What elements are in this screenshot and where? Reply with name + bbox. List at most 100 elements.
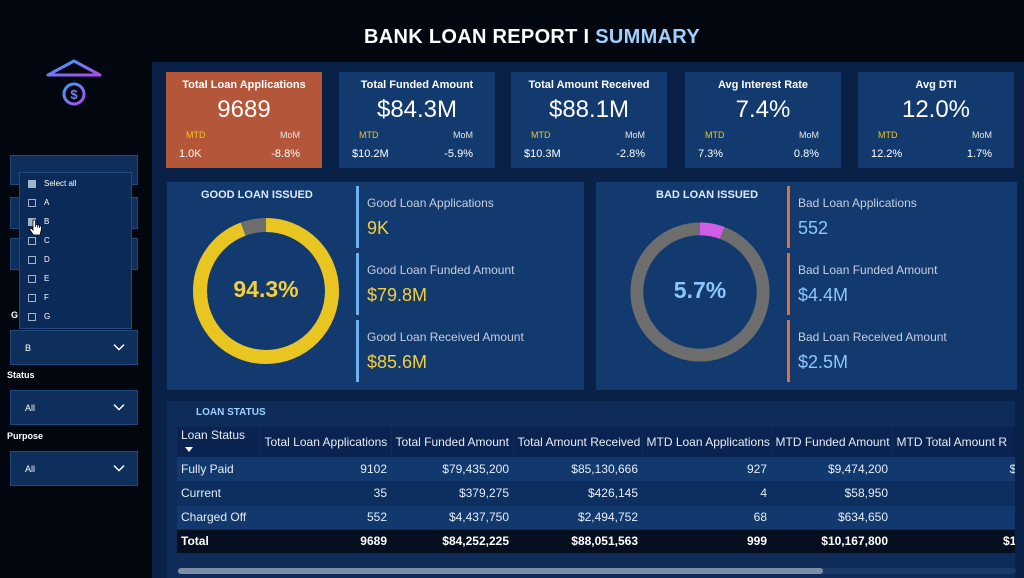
table-cell: 999 — [642, 529, 771, 554]
chevron-down-icon — [113, 343, 125, 351]
metric-value: 552 — [798, 218, 829, 238]
title-main: BANK LOAN REPORT — [364, 26, 578, 48]
kpi-card-avg-interest-rate[interactable]: Avg Interest Rate 7.4% MTD MoM 7.3% 0.8% — [685, 72, 841, 168]
kpi-mtd-value: 7.3% — [698, 148, 724, 160]
kpi-title: Total Amount Received — [528, 79, 650, 91]
dropdown-option-f[interactable]: F — [28, 293, 49, 302]
table-row[interactable]: Charged Off 552 $4,437,750 $2,494,752 68… — [177, 505, 1015, 530]
dropdown-option-c[interactable]: C — [28, 236, 50, 245]
good-loan-applications: Good Loan Applications 9K — [356, 186, 576, 250]
table-cell: 4 — [642, 481, 771, 506]
column-header[interactable]: Loan Status — [177, 427, 261, 457]
good-loan-panel: GOOD LOAN ISSUED 94.3% Good Loan Applica… — [167, 182, 584, 390]
metric-accent-bar — [356, 186, 359, 248]
dropdown-option-d[interactable]: D — [28, 255, 50, 264]
kpi-card-total-applications[interactable]: Total Loan Applications 9689 MTD MoM 1.0… — [166, 72, 322, 168]
table-total-row[interactable]: Total 9689 $84,252,225 $88,051,563 999 $… — [177, 529, 1015, 554]
purpose-select[interactable]: All — [10, 451, 138, 486]
checkbox[interactable] — [28, 293, 36, 302]
checkbox[interactable] — [28, 312, 36, 321]
table-header-row: Loan Status Total Loan Applications Tota… — [177, 427, 1015, 457]
checkbox[interactable] — [28, 255, 36, 264]
kpi-title: Avg Interest Rate — [717, 79, 809, 91]
grade-label-partial: G — [11, 310, 19, 320]
status-label: Status — [7, 370, 35, 380]
kpi-mom-value: -5.9% — [444, 148, 473, 160]
column-header[interactable]: Total Loan Applications — [260, 427, 392, 457]
loan-status-panel: LOAN STATUS Loan Status Total Loan Appli… — [167, 401, 1015, 578]
grade-dropdown-list[interactable]: Select all A B C D E F G — [19, 172, 132, 329]
metric-accent-bar — [787, 320, 790, 382]
table-row[interactable]: Fully Paid 9102 $79,435,200 $85,130,666 … — [177, 457, 1015, 482]
column-header[interactable]: MTD Funded Amount — [771, 427, 893, 457]
kpi-card-amount-received[interactable]: Total Amount Received $88.1M MTD MoM $10… — [511, 72, 667, 168]
kpi-value: 7.4% — [735, 96, 791, 123]
table-cell: 552 — [260, 505, 391, 530]
kpi-mom-label: MoM — [799, 130, 819, 140]
column-header[interactable]: MTD Loan Applications — [642, 427, 772, 457]
table-cell: 35 — [260, 481, 391, 506]
kpi-mom-value: -8.8% — [271, 148, 300, 160]
metric-accent-bar — [787, 186, 790, 248]
table-cell: $84,252,225 — [391, 529, 513, 554]
column-header[interactable]: MTD Total Amount R — [892, 427, 1015, 457]
table-cell: $4,437,750 — [391, 505, 513, 530]
metric-value: $2.5M — [798, 352, 849, 372]
kpi-mtd-value: $10.2M — [352, 148, 389, 160]
hand-cursor-icon — [28, 219, 42, 236]
bank-dollar-icon: $ — [46, 59, 102, 113]
table-horizontal-scrollbar[interactable] — [178, 568, 1016, 574]
checkbox[interactable] — [28, 198, 36, 207]
option-label: D — [44, 255, 50, 264]
table-cell: $9,474,200 — [771, 457, 892, 482]
sort-desc-icon[interactable] — [185, 447, 193, 453]
option-label: C — [44, 236, 50, 245]
checkbox[interactable] — [28, 236, 36, 245]
checkbox[interactable] — [28, 274, 36, 283]
title-summary: SUMMARY — [595, 26, 700, 48]
scrollbar-thumb[interactable] — [178, 568, 823, 574]
option-label: F — [44, 293, 49, 302]
kpi-title: Avg DTI — [915, 79, 957, 91]
table-row[interactable]: Current 35 $379,275 $426,145 4 $58,950 $ — [177, 481, 1015, 506]
grade-select[interactable]: B — [10, 330, 138, 365]
dropdown-option-e[interactable]: E — [28, 274, 49, 283]
good-loan-received-amount: Good Loan Received Amount $85.6M — [356, 320, 576, 384]
purpose-select-value: All — [25, 463, 36, 474]
bad-loan-funded-amount: Bad Loan Funded Amount $4.4M — [787, 253, 1007, 317]
kpi-mom-value: 0.8% — [793, 148, 819, 160]
checkbox[interactable] — [28, 179, 36, 188]
page-title: BANK LOAN REPORT I SUMMARY — [364, 26, 700, 49]
bad-loan-donut[interactable] — [626, 218, 774, 366]
table-cell: Fully Paid — [177, 457, 260, 482]
kpi-mom-label: MoM — [972, 130, 992, 140]
bad-loan-panel: BAD LOAN ISSUED 5.7% Bad Loan Applicatio… — [596, 182, 1017, 390]
chevron-down-icon — [113, 464, 125, 472]
kpi-value: 9689 — [217, 96, 271, 123]
title-separator: I — [577, 26, 596, 48]
bad-loan-title: BAD LOAN ISSUED — [656, 189, 759, 201]
dropdown-option-select-all[interactable]: Select all — [28, 179, 76, 188]
table-cell: $58,950 — [771, 481, 892, 506]
column-header[interactable]: Total Amount Received — [513, 427, 643, 457]
table-cell: $3 — [892, 505, 1015, 530]
table-cell: $634,650 — [771, 505, 892, 530]
table-cell: $85,130,666 — [513, 457, 642, 482]
kpi-mtd-value: 12.2% — [871, 148, 903, 160]
table-cell: $426,145 — [513, 481, 642, 506]
good-loan-donut[interactable] — [191, 216, 341, 366]
metric-value: $79.8M — [367, 285, 428, 305]
kpi-mom-label: MoM — [453, 130, 473, 140]
status-select[interactable]: All — [10, 390, 138, 425]
grade-select-value: B — [25, 342, 32, 353]
kpi-card-avg-dti[interactable]: Avg DTI 12.0% MTD MoM 12.2% 1.7% — [858, 72, 1014, 168]
column-header[interactable]: Total Funded Amount — [391, 427, 514, 457]
kpi-card-funded-amount[interactable]: Total Funded Amount $84.3M MTD MoM $10.2… — [339, 72, 495, 168]
table-cell: $9,8 — [892, 457, 1015, 482]
table-cell: $10,2 — [892, 529, 1015, 554]
table-cell: $ — [892, 481, 1015, 506]
kpi-mtd-label: MTD — [186, 130, 206, 140]
dropdown-option-g[interactable]: G — [28, 312, 50, 321]
dropdown-option-a[interactable]: A — [28, 198, 49, 207]
table-cell: $2,494,752 — [513, 505, 642, 530]
